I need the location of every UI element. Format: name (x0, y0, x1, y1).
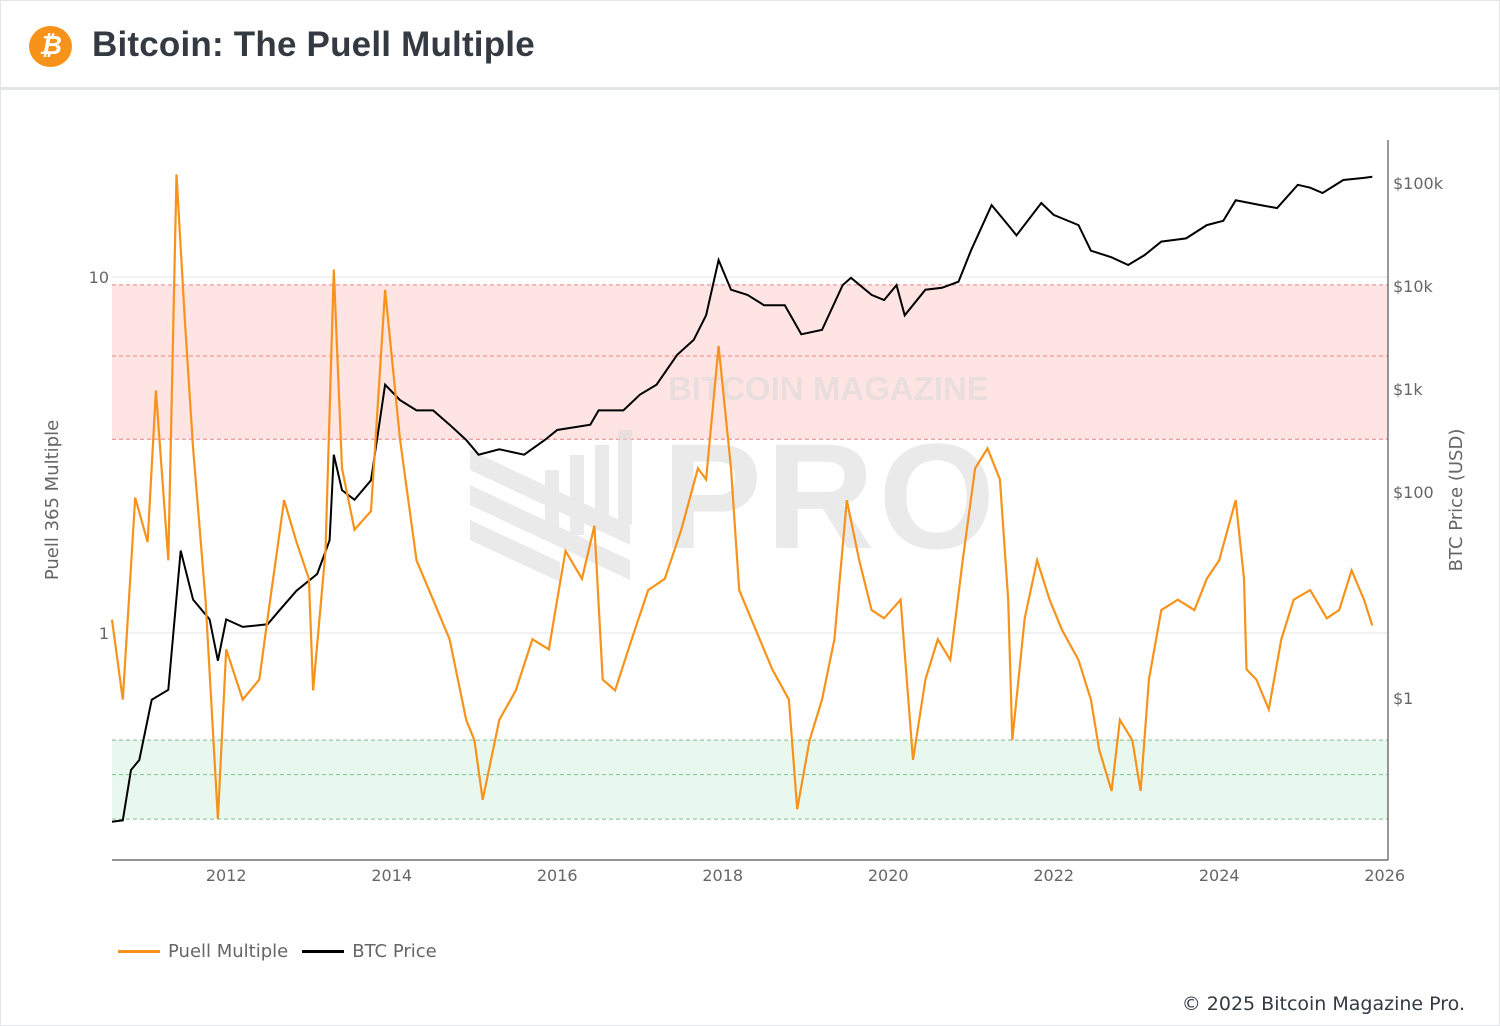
watermark-logo-mark (470, 430, 632, 582)
x-tick-label: 2018 (702, 866, 743, 885)
gridlines (112, 276, 1388, 634)
copyright: © 2025 Bitcoin Magazine Pro. (1181, 993, 1465, 1015)
red-zone (112, 284, 1388, 440)
axes: 1 10 $1 $100 $1k $10k $100k 2012 2014 2016 2018 202… (89, 140, 1444, 885)
y-left-axis-title: Puell 365 Multiple (42, 420, 63, 580)
x-tick-label: 2026 (1364, 866, 1405, 885)
y-left-tick-label: 10 (89, 268, 109, 287)
legend-label: Puell Multiple (168, 941, 289, 962)
legend-item-price[interactable]: BTC Price (302, 941, 437, 962)
legend-label: BTC Price (352, 941, 437, 962)
x-tick-label: 2012 (206, 866, 247, 885)
legend: Puell Multiple BTC Price (118, 941, 451, 962)
zones (112, 284, 1388, 820)
bitcoin-icon: ₿ (29, 26, 72, 67)
y-right-axis-title: BTC Price (USD) (1446, 429, 1467, 572)
watermark: BITCOIN MAGAZINE PRO (470, 370, 999, 582)
y-left-tick-label: 1 (99, 624, 109, 643)
legend-swatch-price (302, 950, 345, 953)
watermark-line2: PRO (662, 412, 999, 580)
x-tick-label: 2016 (537, 866, 578, 885)
green-zone (112, 740, 1388, 820)
header: ₿ Bitcoin: The Puell Multiple (1, 1, 1499, 90)
legend-item-puell[interactable]: Puell Multiple (118, 941, 288, 962)
series-puell-multiple (110, 174, 1374, 820)
page-title: Bitcoin: The Puell Multiple (92, 25, 535, 64)
x-tick-label: 2014 (371, 866, 412, 885)
y-right-tick-label: $1k (1393, 380, 1423, 399)
x-tick-label: 2020 (868, 866, 909, 885)
x-tick-label: 2024 (1199, 866, 1240, 885)
y-right-tick-label: $1 (1393, 689, 1413, 708)
y-right-tick-label: $100 (1393, 483, 1434, 502)
y-right-tick-label: $10k (1393, 277, 1434, 296)
x-tick-label: 2022 (1033, 866, 1074, 885)
series-btc-price (111, 175, 1373, 823)
y-right-tick-label: $100k (1393, 174, 1444, 193)
legend-swatch-puell (118, 950, 160, 953)
